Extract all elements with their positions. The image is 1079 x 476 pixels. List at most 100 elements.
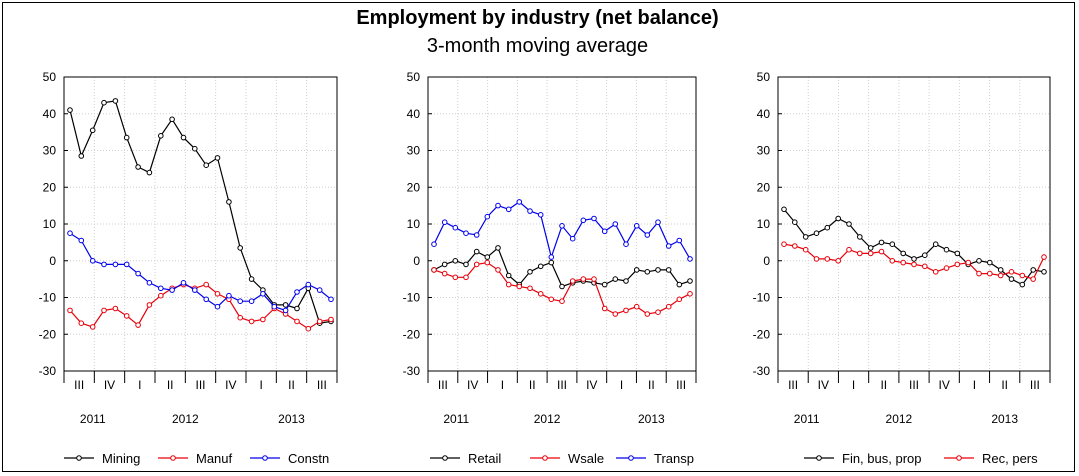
data-point <box>1041 254 1047 260</box>
data-point <box>548 259 555 266</box>
data-point <box>282 302 289 308</box>
data-point <box>495 267 501 273</box>
data-point <box>527 269 533 275</box>
data-point <box>781 206 787 213</box>
quarter-label: II <box>529 378 536 392</box>
data-point <box>112 261 119 268</box>
data-point <box>580 217 587 224</box>
y-tick-label: 40 <box>757 107 771 121</box>
data-point <box>282 307 289 314</box>
data-point <box>644 311 651 317</box>
data-point <box>237 245 243 251</box>
data-point <box>548 254 555 260</box>
data-point <box>237 298 243 305</box>
data-point <box>305 281 312 288</box>
data-point <box>316 318 323 325</box>
data-point <box>248 298 255 305</box>
year-label: 2012 <box>172 412 199 426</box>
data-point <box>900 250 907 257</box>
data-point <box>537 212 544 218</box>
data-point <box>452 224 459 231</box>
data-point <box>78 237 85 244</box>
y-tick-label: 50 <box>407 70 421 84</box>
data-point <box>976 270 982 277</box>
data-point <box>792 243 798 249</box>
data-point <box>878 239 885 246</box>
legend-label: Fin, bus, prop <box>842 451 922 466</box>
data-point <box>633 267 640 273</box>
year-label: 2011 <box>80 412 106 426</box>
data-point <box>591 215 597 222</box>
data-point <box>612 221 619 227</box>
data-point <box>101 99 107 106</box>
y-tick-label: -30 <box>753 364 771 378</box>
data-point <box>655 267 661 273</box>
data-point <box>484 254 491 260</box>
y-tick-label: 50 <box>43 70 57 84</box>
y-tick-label: 0 <box>49 254 56 268</box>
data-point <box>612 276 619 282</box>
y-tick-label: 30 <box>757 144 771 158</box>
data-point <box>123 313 130 319</box>
quarter-label: II <box>648 378 655 392</box>
legend-swatch-marker <box>816 455 822 461</box>
legend-swatch-marker <box>442 455 448 461</box>
data-point <box>665 303 672 310</box>
data-point <box>687 291 693 297</box>
data-point <box>792 219 798 225</box>
data-point <box>1019 281 1026 288</box>
year-label: 2013 <box>991 412 1018 426</box>
legend-label: Rec, pers <box>982 451 1038 466</box>
data-point <box>835 258 842 264</box>
data-point <box>676 296 683 303</box>
quarter-label: IV <box>104 378 115 392</box>
data-point <box>1008 276 1015 282</box>
data-point <box>248 318 255 325</box>
data-point <box>89 127 96 134</box>
data-point <box>537 291 544 297</box>
data-point <box>601 305 608 312</box>
data-point <box>1030 276 1036 282</box>
y-tick-label: 20 <box>407 180 421 194</box>
data-point <box>676 237 683 244</box>
legend-swatch-marker <box>170 455 176 461</box>
data-point <box>203 162 209 168</box>
data-point <box>1019 272 1026 279</box>
data-point <box>569 235 576 242</box>
data-point <box>431 241 437 247</box>
data-point <box>516 199 523 205</box>
data-point <box>655 219 661 225</box>
data-point <box>214 155 221 161</box>
quarter-label: IV <box>818 378 829 392</box>
legend-swatch-marker <box>956 455 962 461</box>
data-point <box>580 276 587 282</box>
data-point <box>623 278 629 284</box>
data-point <box>452 258 459 264</box>
legend-label: Constn <box>288 451 329 466</box>
data-point <box>943 265 950 271</box>
data-point <box>932 269 939 275</box>
data-point <box>943 246 950 253</box>
series-line-mining <box>69 100 332 324</box>
data-point <box>644 232 651 238</box>
legend-label: Retail <box>468 451 501 466</box>
data-point <box>146 280 153 286</box>
data-point <box>911 261 917 268</box>
data-point <box>214 291 221 297</box>
data-point <box>203 296 209 303</box>
data-point <box>101 307 107 314</box>
data-point <box>987 259 993 266</box>
data-point <box>900 259 907 266</box>
data-point <box>305 325 312 332</box>
data-point <box>158 292 164 299</box>
legend-label: Mining <box>102 451 140 466</box>
year-label: 2011 <box>794 412 820 426</box>
series-line-retail <box>433 246 691 288</box>
legend-label: Manuf <box>196 451 233 466</box>
data-point <box>495 202 501 209</box>
data-point <box>559 223 565 229</box>
data-point <box>89 258 96 264</box>
data-point <box>112 305 119 312</box>
data-point <box>813 256 820 262</box>
quarter-label: II <box>1001 378 1008 392</box>
